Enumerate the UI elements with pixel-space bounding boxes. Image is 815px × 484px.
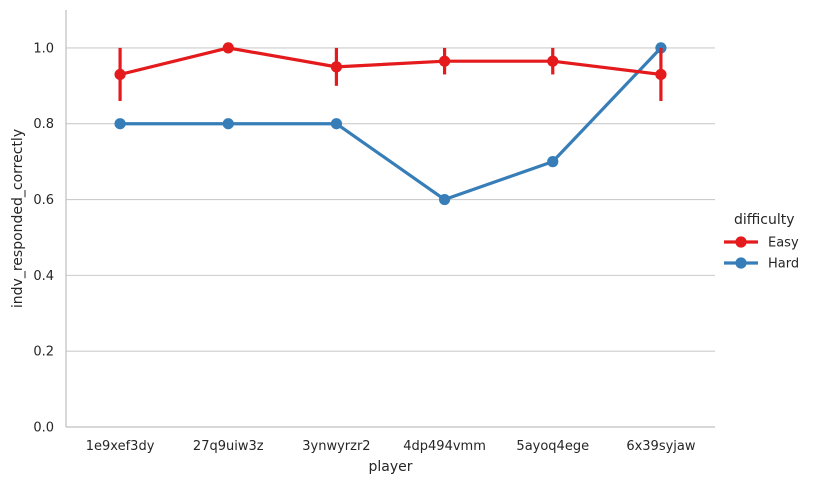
legend-label: Easy xyxy=(768,236,799,251)
y-tick-label: 0.8 xyxy=(33,117,54,132)
data-point xyxy=(547,156,559,168)
data-point xyxy=(330,118,343,130)
legend-swatch-marker xyxy=(735,257,747,269)
x-tick-label: 27q9uiw3z xyxy=(193,439,264,454)
y-tick-label: 0.4 xyxy=(33,269,54,284)
y-tick-label: 0.0 xyxy=(33,421,54,436)
legend-item-hard: Hard xyxy=(724,257,799,272)
x-tick-label: 5ayoq4ege xyxy=(516,439,589,454)
series-hard xyxy=(114,42,667,206)
x-tick-label: 4dp494vmm xyxy=(403,439,486,454)
y-tick-label: 0.6 xyxy=(33,193,54,208)
legend-swatch-marker xyxy=(735,236,747,248)
x-axis-label: player xyxy=(368,459,412,475)
y-axis-label: indv_responded_correctly xyxy=(10,129,26,308)
x-tick-label: 3ynwyrzr2 xyxy=(302,439,370,454)
data-point xyxy=(114,68,126,81)
x-tick-label: 6x39syjaw xyxy=(626,439,696,454)
data-point xyxy=(222,118,234,130)
series-layer xyxy=(114,42,667,206)
y-tick-label: 1.0 xyxy=(33,41,54,56)
legend-item-easy: Easy xyxy=(724,236,799,251)
legend: difficulty Easy Hard xyxy=(724,212,799,272)
data-point xyxy=(547,55,559,67)
x-tick-labels: 1e9xef3dy 27q9uiw3z 3ynwyrzr2 4dp494vmm 5ayo… xyxy=(86,439,696,454)
legend-title: difficulty xyxy=(734,212,795,228)
data-point xyxy=(655,68,667,81)
legend-label: Hard xyxy=(768,257,799,272)
data-point xyxy=(222,42,234,54)
data-point xyxy=(330,61,343,73)
y-tick-labels: 0.0 0.2 0.4 0.6 0.8 1.0 xyxy=(33,41,54,435)
y-tick-label: 0.2 xyxy=(33,345,54,360)
series-line xyxy=(119,46,662,77)
data-point xyxy=(438,55,451,67)
x-tick-label: 1e9xef3dy xyxy=(86,439,155,454)
data-point xyxy=(438,193,451,206)
series-easy xyxy=(114,42,667,101)
data-point xyxy=(114,118,126,130)
series-line xyxy=(120,46,663,202)
